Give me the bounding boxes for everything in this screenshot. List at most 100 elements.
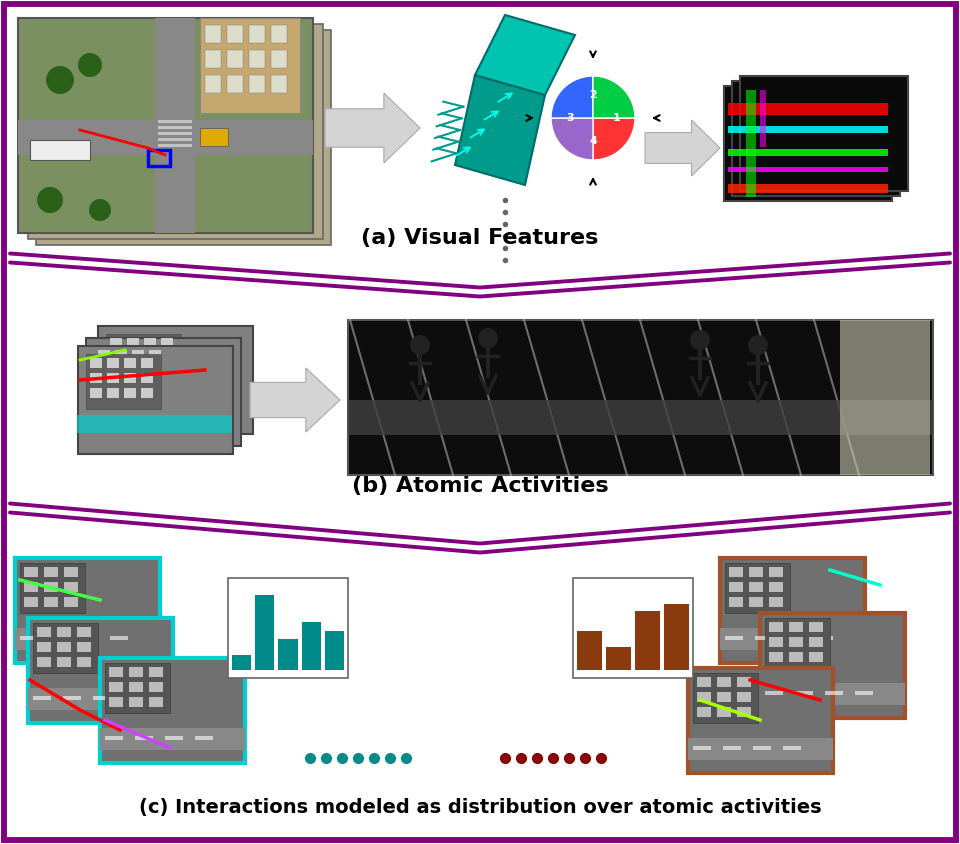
Bar xyxy=(725,563,790,613)
Bar xyxy=(90,373,102,383)
Bar xyxy=(90,358,102,368)
Bar xyxy=(77,627,91,637)
Text: 3: 3 xyxy=(566,113,574,123)
Bar xyxy=(635,611,660,670)
Bar xyxy=(98,326,253,434)
Bar xyxy=(724,86,892,201)
Bar xyxy=(720,558,865,663)
Bar xyxy=(783,746,801,750)
Text: 2: 2 xyxy=(589,90,597,100)
Bar xyxy=(28,618,173,723)
Bar xyxy=(18,120,313,155)
Bar xyxy=(749,567,763,577)
Bar xyxy=(200,128,228,146)
Bar xyxy=(825,691,843,695)
Bar xyxy=(148,150,170,166)
Bar xyxy=(44,567,58,577)
Bar xyxy=(732,81,900,196)
Bar xyxy=(278,639,298,670)
Bar xyxy=(98,380,110,390)
Bar xyxy=(158,144,192,147)
Bar xyxy=(809,652,823,662)
Bar xyxy=(93,696,111,700)
Bar xyxy=(24,582,38,592)
Bar xyxy=(717,692,731,702)
Bar xyxy=(98,350,110,360)
Bar xyxy=(132,365,144,375)
Bar xyxy=(107,358,119,368)
Bar xyxy=(78,346,233,454)
Bar xyxy=(107,388,119,398)
Bar xyxy=(769,652,783,662)
Bar xyxy=(105,736,123,740)
Bar xyxy=(110,636,128,640)
Bar xyxy=(127,338,139,348)
Bar xyxy=(30,140,90,160)
Bar xyxy=(80,636,98,640)
Bar xyxy=(720,628,865,650)
Bar xyxy=(728,166,888,172)
Bar xyxy=(33,623,98,673)
Bar xyxy=(135,736,153,740)
Bar xyxy=(760,613,905,718)
Bar xyxy=(324,630,344,670)
Bar xyxy=(753,746,771,750)
Bar xyxy=(94,346,169,401)
Bar xyxy=(124,388,136,398)
Bar xyxy=(110,368,122,378)
Bar xyxy=(28,688,173,710)
Bar xyxy=(115,380,127,390)
Bar xyxy=(795,691,813,695)
Circle shape xyxy=(78,53,102,77)
Bar xyxy=(110,353,122,363)
Polygon shape xyxy=(455,75,545,185)
Bar xyxy=(195,736,213,740)
Bar xyxy=(86,338,241,446)
Bar xyxy=(124,358,136,368)
Bar xyxy=(809,637,823,647)
Polygon shape xyxy=(645,120,720,176)
Bar xyxy=(64,597,78,607)
Bar xyxy=(44,582,58,592)
Circle shape xyxy=(690,330,710,350)
Bar xyxy=(348,400,933,435)
Bar xyxy=(688,738,833,760)
Bar xyxy=(755,636,773,640)
Wedge shape xyxy=(551,76,593,118)
Bar xyxy=(249,25,265,43)
Bar xyxy=(785,636,803,640)
Bar xyxy=(77,642,91,652)
Bar xyxy=(227,50,243,68)
Bar xyxy=(205,75,221,93)
Bar xyxy=(728,103,888,115)
Bar xyxy=(100,658,245,763)
Bar xyxy=(149,350,161,360)
Bar xyxy=(161,353,173,363)
Bar xyxy=(124,373,136,383)
Bar xyxy=(697,707,711,717)
Bar xyxy=(161,338,173,348)
Bar xyxy=(301,622,321,670)
Bar xyxy=(106,334,181,389)
Polygon shape xyxy=(250,368,340,432)
Bar xyxy=(64,582,78,592)
Bar xyxy=(129,697,143,707)
Text: 1: 1 xyxy=(612,113,620,123)
Bar xyxy=(98,365,110,375)
Bar xyxy=(840,320,930,475)
Bar xyxy=(158,132,192,135)
Bar xyxy=(249,50,265,68)
Bar xyxy=(37,627,51,637)
Bar xyxy=(158,126,192,129)
Bar xyxy=(737,692,751,702)
Bar xyxy=(37,657,51,667)
Bar xyxy=(77,657,91,667)
Bar xyxy=(789,622,803,632)
Bar xyxy=(760,683,905,705)
Bar xyxy=(205,25,221,43)
Bar xyxy=(115,350,127,360)
Bar xyxy=(127,353,139,363)
Bar xyxy=(809,622,823,632)
Bar xyxy=(18,18,313,233)
Bar xyxy=(18,18,313,233)
